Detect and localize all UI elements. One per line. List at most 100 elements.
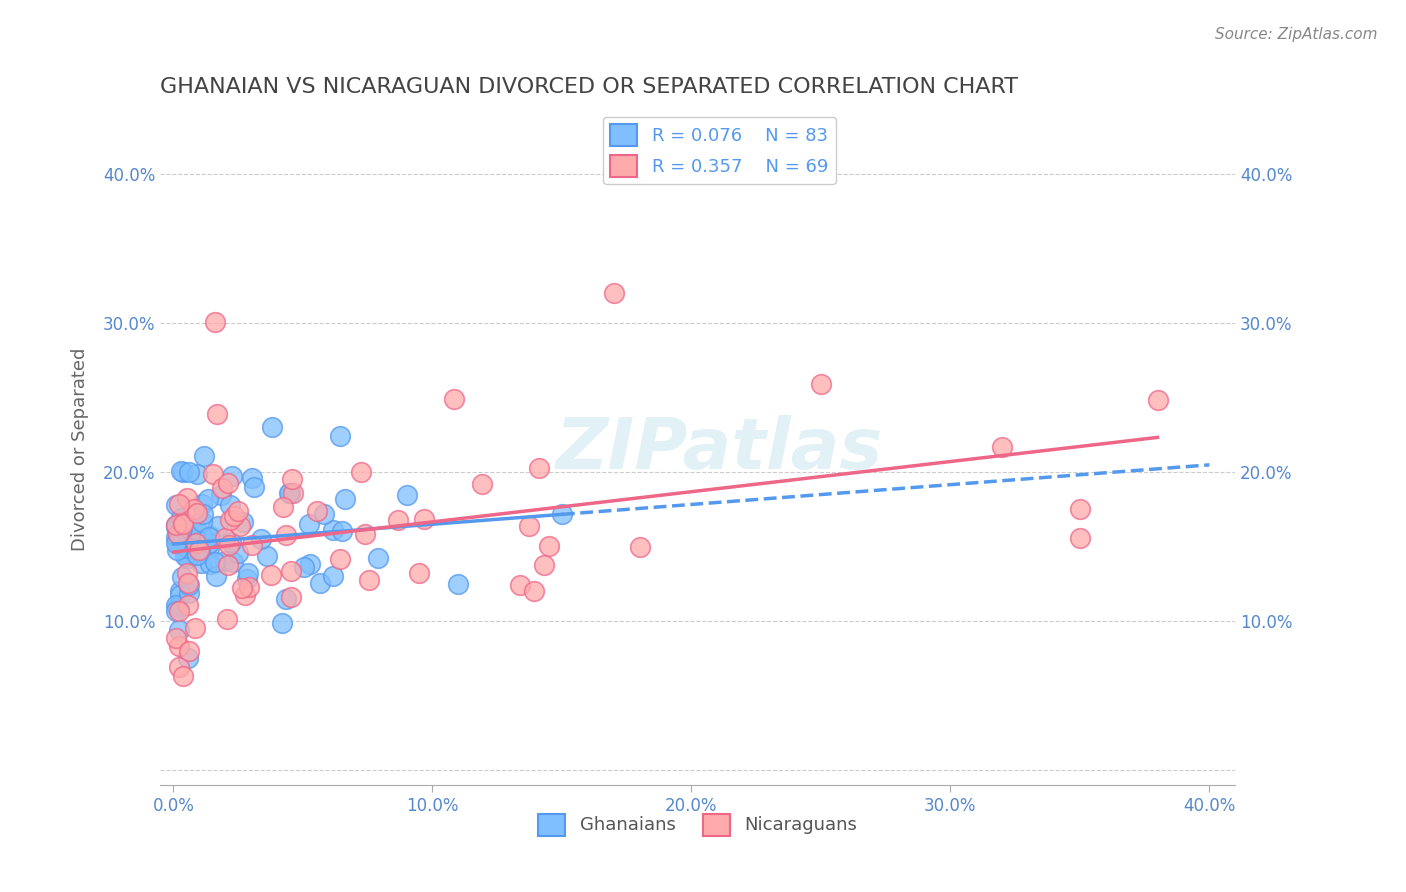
Point [177, 541, 200, 555]
Point [329, 429, 352, 443]
Point [329, 552, 352, 566]
Point [180, 517, 202, 532]
Point [250, 532, 273, 546]
Point [180, 519, 202, 533]
Point [278, 486, 301, 500]
Point [229, 519, 252, 533]
Point [169, 588, 191, 602]
Point [198, 536, 221, 550]
Point [172, 570, 194, 584]
Point [332, 524, 354, 538]
Point [292, 560, 315, 574]
Point [240, 537, 263, 551]
Point [193, 449, 215, 463]
Point [170, 464, 193, 478]
Point [170, 521, 193, 535]
Point [214, 531, 236, 545]
Point [166, 599, 188, 614]
Point [602, 286, 624, 301]
Point [169, 497, 191, 511]
Point [222, 555, 245, 569]
Point [174, 549, 197, 564]
Point [184, 530, 207, 544]
Point [281, 472, 304, 486]
Point [280, 564, 302, 578]
Point [226, 503, 249, 517]
Point [177, 575, 200, 590]
Point [353, 526, 375, 541]
Point [262, 420, 284, 434]
Point [271, 615, 294, 630]
Point [233, 588, 256, 602]
Point [204, 568, 226, 582]
Point [218, 512, 240, 526]
Point [167, 660, 190, 674]
Point [172, 466, 194, 480]
Point [217, 475, 239, 490]
Point [201, 467, 224, 482]
Point [172, 517, 194, 532]
Point [197, 492, 219, 507]
Point [224, 508, 246, 523]
Point [176, 551, 198, 566]
Point [177, 578, 200, 592]
Point [314, 507, 336, 521]
Point [238, 580, 260, 594]
Point [165, 536, 187, 550]
Point [190, 556, 212, 570]
Point [395, 488, 418, 502]
Point [176, 491, 198, 505]
Point [167, 527, 190, 541]
Point [165, 604, 187, 618]
Point [309, 575, 332, 590]
Point [221, 535, 243, 549]
Point [413, 512, 436, 526]
Point [167, 534, 190, 549]
Point [226, 546, 249, 560]
Point [217, 558, 239, 572]
Point [188, 544, 211, 558]
Point [221, 469, 243, 483]
Point [280, 486, 302, 500]
Point [188, 542, 211, 557]
Point [281, 485, 304, 500]
Point [280, 590, 302, 604]
Point [447, 577, 470, 591]
Point [172, 515, 194, 529]
Point [165, 530, 187, 544]
Point [357, 573, 380, 587]
Point [207, 519, 229, 533]
Point [551, 508, 574, 522]
Point [298, 517, 321, 532]
Point [218, 499, 240, 513]
Point [204, 315, 226, 329]
Point [215, 612, 238, 626]
Point [177, 465, 200, 479]
Point [523, 583, 546, 598]
Point [236, 572, 259, 586]
Point [184, 522, 207, 536]
Text: GHANAIAN VS NICARAGUAN DIVORCED OR SEPARATED CORRELATION CHART: GHANAIAN VS NICARAGUAN DIVORCED OR SEPAR… [160, 78, 1018, 97]
Point [236, 566, 259, 581]
Point [322, 568, 344, 582]
Point [198, 557, 221, 571]
Point [231, 582, 253, 596]
Y-axis label: Divorced or Separated: Divorced or Separated [72, 348, 89, 551]
Point [176, 547, 198, 561]
Text: ZIPatlas: ZIPatlas [555, 415, 883, 484]
Point [232, 516, 254, 530]
Point [527, 460, 550, 475]
Point [170, 526, 193, 541]
Point [165, 518, 187, 533]
Point [517, 519, 540, 533]
Point [276, 528, 298, 542]
Point [307, 504, 329, 518]
Point [628, 540, 651, 554]
Point [211, 481, 233, 495]
Point [167, 604, 190, 618]
Point [198, 541, 221, 556]
Point [172, 669, 194, 683]
Point [184, 536, 207, 550]
Point [191, 515, 214, 529]
Point [165, 498, 187, 512]
